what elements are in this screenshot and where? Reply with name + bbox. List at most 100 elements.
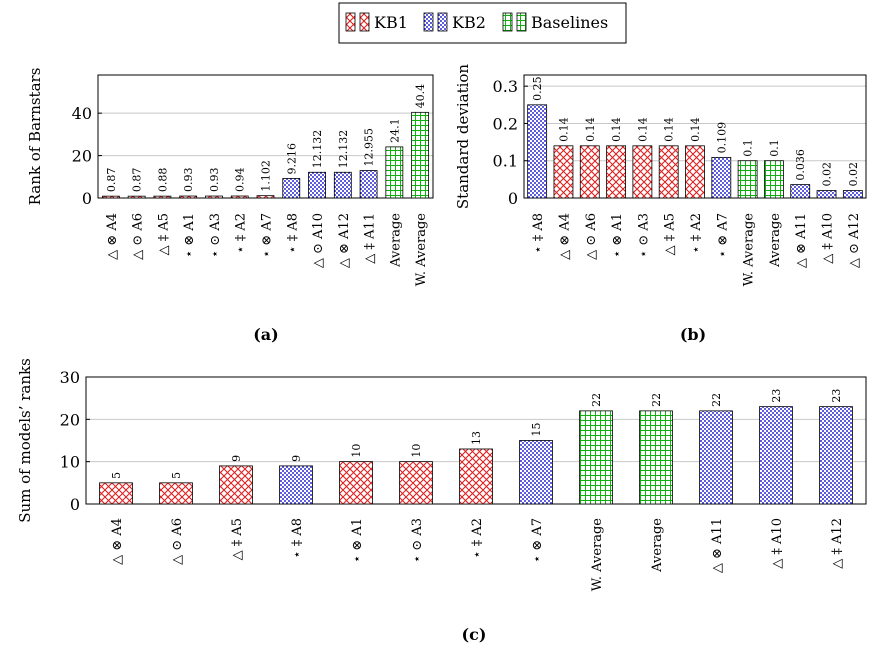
legend-swatch-baselines — [502, 12, 513, 32]
bar-kb1 — [219, 465, 253, 505]
category-label: ⋆ ⊗ A1 — [350, 518, 365, 563]
data-label: 9.216 — [285, 143, 298, 175]
bar-kb1 — [153, 195, 172, 199]
bar-kb2 — [699, 410, 733, 505]
category-label: △ ‡ A5 — [156, 213, 171, 255]
bar-kb2 — [279, 465, 313, 505]
data-label: 0.02 — [821, 162, 834, 187]
category-label: △ ⊙ A6 — [131, 213, 146, 260]
y-tick-label: 20 — [72, 147, 92, 166]
data-label: 0.88 — [156, 168, 169, 193]
category-label: Average — [650, 518, 665, 573]
y-tick-label: 0.3 — [493, 77, 518, 96]
data-label: 22 — [650, 393, 663, 407]
panel-label: (a) — [253, 325, 279, 344]
data-label: 40.4 — [414, 84, 427, 109]
category-label: △ ⊙ A6 — [170, 518, 185, 565]
panel-label: (b) — [680, 325, 706, 344]
y-tick-label: 30 — [60, 368, 80, 387]
data-label: 12.955 — [363, 128, 376, 167]
category-label: △ ⊗ A12 — [337, 213, 352, 268]
bar-kb1 — [632, 145, 653, 199]
chart-0: 0 20 40 Rank of Barnstars 0.87 △ ⊗ A4 0.87 △ ⊙ … — [26, 68, 434, 344]
category-label: △ ‡ A11 — [363, 213, 378, 264]
category-label: ⋆ ⊙ A3 — [636, 213, 651, 258]
data-label: 23 — [830, 389, 843, 403]
bar-kb1 — [399, 461, 433, 505]
category-label: △ ⊙ A12 — [847, 213, 862, 268]
bar-kb1 — [159, 482, 193, 505]
data-label: 0.1 — [768, 139, 781, 157]
y-tick-label: 0.2 — [493, 114, 518, 133]
bar-kb2 — [816, 190, 837, 199]
data-label: 0.14 — [557, 117, 570, 142]
bar-kb2 — [790, 184, 811, 199]
category-label: △ ‡ A10 — [821, 213, 836, 264]
category-label: W. Average — [414, 213, 429, 287]
data-label: 9 — [290, 455, 303, 462]
bar-kb1 — [459, 448, 493, 505]
category-label: W. Average — [590, 518, 605, 592]
y-tick-label: 0 — [82, 189, 92, 208]
category-label: △ ⊙ A6 — [584, 213, 599, 260]
bar-baselines — [579, 410, 613, 505]
data-label: 22 — [710, 393, 723, 407]
bar-baselines — [639, 410, 673, 505]
legend-swatch-kb1-b — [359, 12, 370, 32]
category-label: ⋆ ⊗ A1 — [182, 213, 197, 258]
data-label: 0.94 — [234, 168, 247, 193]
legend-swatch-kb2-b — [437, 12, 448, 32]
y-tick-label: 40 — [72, 104, 92, 123]
category-label: Average — [388, 213, 403, 268]
data-label: 10 — [410, 444, 423, 458]
data-label: 0.93 — [182, 168, 195, 193]
bar-kb1 — [205, 195, 223, 199]
bar-kb1 — [127, 195, 146, 199]
category-label: ⋆ ‡ A8 — [285, 213, 300, 254]
bar-kb2 — [759, 406, 793, 505]
y-tick-label: 0 — [508, 189, 518, 208]
category-label: △ ⊗ A11 — [794, 213, 809, 268]
category-label: △ ⊗ A4 — [110, 518, 125, 565]
bar-kb2 — [711, 156, 732, 199]
bar-kb1 — [101, 195, 120, 199]
bar-kb2 — [527, 104, 548, 199]
category-label: ⋆ ⊗ A7 — [715, 213, 730, 258]
legend: KB1 KB2 Baselines — [338, 2, 627, 44]
data-label: 0.25 — [531, 76, 544, 101]
category-label: W. Average — [742, 213, 757, 287]
category-label: ⋆ ⊗ A7 — [260, 213, 275, 258]
legend-swatch-baselines-b — [516, 12, 527, 32]
legend-box — [338, 2, 627, 44]
data-label: 0.109 — [715, 122, 728, 154]
data-label: 12.132 — [311, 130, 324, 169]
y-tick-label: 0 — [70, 495, 80, 514]
legend-swatch-kb2 — [423, 12, 434, 32]
data-label: 24.1 — [388, 118, 401, 143]
data-label: 23 — [770, 389, 783, 403]
data-label: 15 — [530, 423, 543, 437]
chart-1: 0 0.1 0.2 0.3 Standard deviation 0.25 ⋆ ‡ A8 0.… — [454, 64, 867, 344]
bar-kb2 — [308, 171, 326, 199]
data-label: 0.14 — [636, 117, 649, 142]
category-label: △ ‡ A5 — [230, 518, 245, 560]
category-label: △ ‡ A5 — [663, 213, 678, 255]
category-label: △ ‡ A12 — [830, 518, 845, 569]
y-axis-label: Standard deviation — [454, 64, 472, 210]
bar-kb2 — [333, 171, 352, 199]
y-tick-label: 0.1 — [493, 152, 518, 171]
data-label: 0.14 — [584, 117, 597, 142]
category-label: ⋆ ⊗ A7 — [530, 518, 545, 563]
bar-kb1 — [256, 195, 275, 199]
legend-label-baselines: Baselines — [531, 13, 608, 32]
category-label: △ ‡ A10 — [770, 518, 785, 569]
data-label: 0.87 — [105, 168, 118, 193]
bar-baselines — [411, 111, 430, 199]
bar-kb1 — [179, 195, 198, 199]
data-label: 0.14 — [663, 117, 676, 142]
data-label: 0.1 — [742, 139, 755, 157]
data-label: 12.132 — [337, 130, 350, 169]
bar-kb2 — [519, 440, 553, 505]
category-label: Average — [768, 213, 783, 268]
